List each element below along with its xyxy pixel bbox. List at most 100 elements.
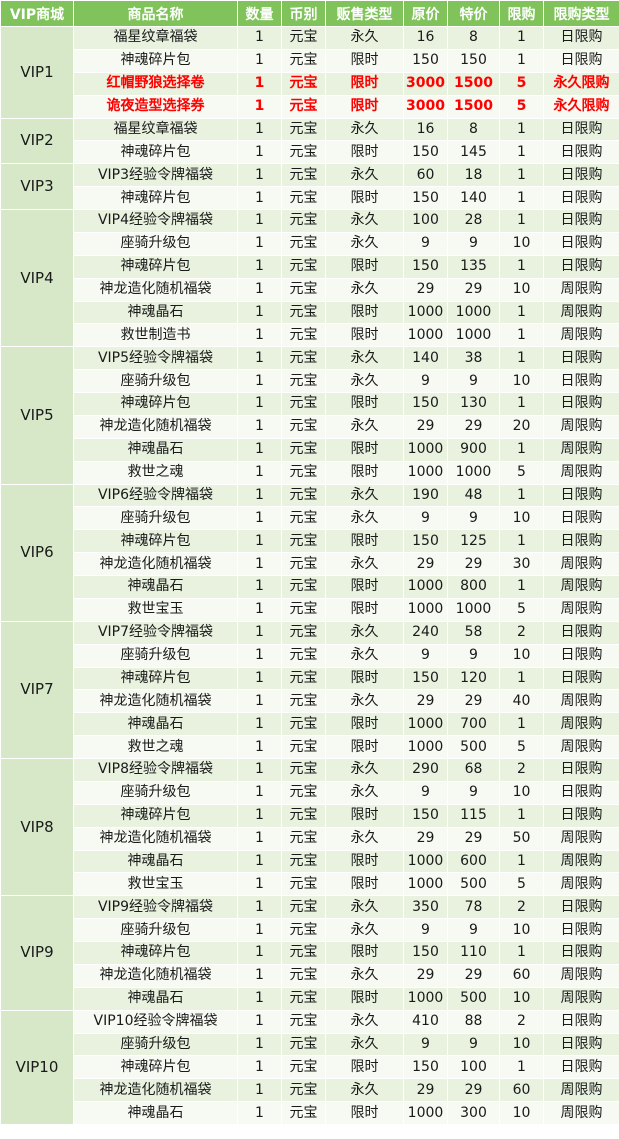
sale-type-cell: 限时 <box>325 941 404 965</box>
original-price-cell: 9 <box>403 506 448 531</box>
original-price-cell: 1000 <box>403 300 448 325</box>
item-name-cell: 救世宝玉 <box>73 597 238 622</box>
currency-cell: 元宝 <box>281 369 326 393</box>
quantity-cell: 1 <box>237 941 282 965</box>
limit-cell: 10 <box>499 918 544 942</box>
limit-cell: 50 <box>499 826 544 851</box>
original-price-cell: 1000 <box>403 323 448 348</box>
sale-type-cell: 限时 <box>325 849 404 874</box>
table-row: 诡夜造型选择券 1 元宝 限时 3000 1500 5 永久限购 <box>1 94 619 119</box>
sale-type-cell: 限时 <box>325 803 404 828</box>
quantity-cell: 1 <box>237 71 282 96</box>
currency-cell: 元宝 <box>281 140 326 165</box>
limit-cell: 5 <box>499 872 544 897</box>
sale-type-cell: 永久 <box>325 1032 404 1057</box>
special-price-cell: 300 <box>447 1101 500 1125</box>
quantity-cell: 1 <box>237 117 282 142</box>
quantity-cell: 1 <box>237 689 282 714</box>
special-price-cell: 500 <box>447 735 500 759</box>
currency-cell: 元宝 <box>281 735 326 759</box>
currency-cell: 元宝 <box>281 1032 326 1057</box>
currency-cell: 元宝 <box>281 620 326 645</box>
original-price-cell: 150 <box>403 392 448 416</box>
original-price-cell: 1000 <box>403 597 448 622</box>
table-row: VIP7 VIP7经验令牌福袋 1 元宝 永久 240 58 2 日限购 <box>0 620 619 760</box>
sale-type-cell: 限时 <box>325 529 404 554</box>
limit-cell: 1 <box>499 186 544 210</box>
original-price-cell: 29 <box>403 963 448 988</box>
limit-type-cell: 周限购 <box>543 597 619 622</box>
quantity-cell: 1 <box>237 620 282 645</box>
special-price-cell: 110 <box>447 941 500 965</box>
vip-level-cell: VIP3 <box>0 163 74 210</box>
limit-cell: 5 <box>499 735 544 759</box>
special-price-cell: 100 <box>447 1055 500 1080</box>
item-name-cell: 神魂碎片包 <box>73 48 238 73</box>
special-price-cell: 58 <box>447 620 500 645</box>
sale-type-cell: 限时 <box>325 48 404 73</box>
table-row: VIP9 VIP9经验令牌福袋 1 元宝 永久 350 78 2 日限购 <box>0 895 619 1011</box>
table-row: 座骑升级包 1 元宝 永久 9 9 10 日限购 <box>1 918 619 942</box>
vip-level-cell: VIP10 <box>0 1009 74 1126</box>
original-price-cell: 16 <box>403 26 448 50</box>
original-price-cell: 290 <box>403 758 448 782</box>
quantity-cell: 1 <box>237 26 282 50</box>
item-name-cell: 神龙造化随机福袋 <box>73 1078 238 1103</box>
header-sale-type: 贩售类型 <box>325 0 404 27</box>
table-row: 座骑升级包 1 元宝 永久 9 9 10 日限购 <box>1 369 619 393</box>
item-name-cell: 座骑升级包 <box>73 369 238 393</box>
vip-level-cell: VIP6 <box>0 483 74 622</box>
quantity-cell: 1 <box>237 552 282 576</box>
header-limit: 限购 <box>499 0 544 27</box>
special-price-cell: 9 <box>447 369 500 393</box>
original-price-cell: 1000 <box>403 437 448 462</box>
currency-cell: 元宝 <box>281 575 326 599</box>
vip-level-cell: VIP1 <box>0 26 74 119</box>
currency-cell: 元宝 <box>281 849 326 874</box>
table-row: 救世制造书 1 元宝 限时 1000 1000 1 周限购 <box>1 323 619 348</box>
original-price-cell: 100 <box>403 209 448 233</box>
currency-cell: 元宝 <box>281 460 326 485</box>
vip-level-cell: VIP5 <box>0 346 74 485</box>
limit-type-cell: 周限购 <box>543 575 619 599</box>
item-name-cell: 神魂碎片包 <box>73 254 238 279</box>
special-price-cell: 115 <box>447 803 500 828</box>
item-name-cell: 神魂晶石 <box>73 300 238 325</box>
limit-cell: 10 <box>499 986 544 1011</box>
currency-cell: 元宝 <box>281 780 326 805</box>
sale-type-cell: 永久 <box>325 780 404 805</box>
header-vip: VIP商城 <box>0 0 74 27</box>
table-row: 救世宝玉 1 元宝 限时 1000 500 5 周限购 <box>1 872 619 897</box>
sale-type-cell: 限时 <box>325 597 404 622</box>
original-price-cell: 150 <box>403 48 448 73</box>
limit-type-cell: 周限购 <box>543 986 619 1011</box>
currency-cell: 元宝 <box>281 986 326 1011</box>
limit-type-cell: 周限购 <box>543 460 619 485</box>
quantity-cell: 1 <box>237 140 282 165</box>
quantity-cell: 1 <box>237 666 282 691</box>
special-price-cell: 28 <box>447 209 500 233</box>
item-name-cell: VIP8经验令牌福袋 <box>73 758 238 782</box>
limit-cell: 1 <box>499 392 544 416</box>
limit-cell: 1 <box>499 140 544 165</box>
original-price-cell: 410 <box>403 1009 448 1034</box>
sale-type-cell: 永久 <box>325 369 404 393</box>
special-price-cell: 1000 <box>447 460 500 485</box>
header-quantity: 数量 <box>237 0 282 27</box>
limit-type-cell: 周限购 <box>543 872 619 897</box>
limit-cell: 30 <box>499 552 544 576</box>
quantity-cell: 1 <box>237 758 282 782</box>
table-row: 神魂碎片包 1 元宝 限时 150 135 1 日限购 <box>1 254 619 279</box>
limit-cell: 1 <box>499 323 544 348</box>
item-name-cell: VIP10经验令牌福袋 <box>73 1009 238 1034</box>
limit-cell: 60 <box>499 963 544 988</box>
item-name-cell: 福星纹章福袋 <box>73 26 238 50</box>
sale-type-cell: 限时 <box>325 986 404 1011</box>
sale-type-cell: 永久 <box>325 483 404 508</box>
special-price-cell: 500 <box>447 986 500 1011</box>
limit-type-cell: 日限购 <box>543 483 619 508</box>
header-limit-type: 限购类型 <box>543 0 619 27</box>
special-price-cell: 9 <box>447 231 500 256</box>
special-price-cell: 29 <box>447 689 500 714</box>
table-row: VIP10 VIP10经验令牌福袋 1 元宝 永久 410 88 2 日限购 <box>0 1009 619 1126</box>
